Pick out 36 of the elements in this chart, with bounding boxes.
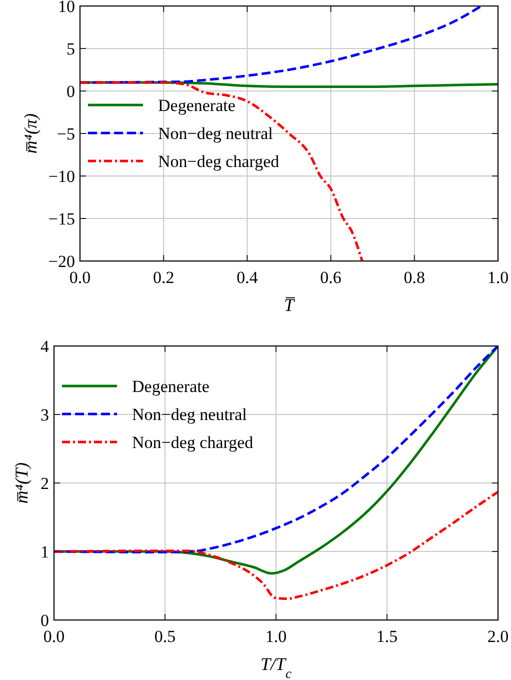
y-tick-label: 0: [66, 82, 75, 101]
x-tick-label: 0.0: [69, 268, 91, 287]
x-axis-title: T/T$_{c}$: [260, 654, 292, 680]
x-tick-label: 1.0: [265, 627, 287, 646]
x-tick-label: 2.0: [487, 627, 509, 646]
y-tick-label: 10: [58, 0, 75, 16]
y-tick-label: 1: [40, 542, 49, 562]
legend-label: Non−deg charged: [132, 433, 254, 452]
legend-label: Degenerate: [158, 96, 236, 115]
y-tick-label: −20: [48, 252, 75, 271]
x-tick-label: 0.0: [43, 627, 65, 646]
y-tick-label: −15: [48, 210, 75, 228]
x-tick-label: 0.8: [404, 268, 426, 287]
x-tick-label: 1.5: [376, 627, 398, 646]
x-tick-label: 0.4: [236, 268, 258, 287]
x-tick-label: 0.5: [154, 627, 176, 646]
x-tick-label: 0.6: [320, 268, 342, 287]
y-tick-label: 4: [40, 337, 50, 356]
y-tick-label: 2: [40, 474, 49, 493]
y-tick-label: −5: [56, 124, 75, 144]
legend-label: Non−deg neutral: [132, 405, 248, 424]
line-series: [54, 490, 498, 600]
legend-label: Non−deg neutral: [158, 124, 274, 143]
y-tick-label: 5: [66, 40, 75, 58]
line-series: [80, 6, 483, 84]
x-tick-label: 1.0: [487, 268, 509, 287]
legend-label: Non−deg charged: [158, 152, 280, 171]
x-tick-label: 0.2: [152, 268, 174, 287]
y-tick-label: 3: [40, 406, 49, 424]
x-axis-title: T̅: [284, 295, 296, 315]
y-tick-label: 0: [40, 611, 49, 630]
line-series: [80, 81, 364, 261]
legend-label: Degenerate: [132, 377, 210, 396]
y-axis-title: m̅⁴(π): [20, 113, 40, 154]
y-tick-label: −10: [48, 167, 75, 186]
y-axis-title: m̅⁴(T): [12, 462, 32, 504]
